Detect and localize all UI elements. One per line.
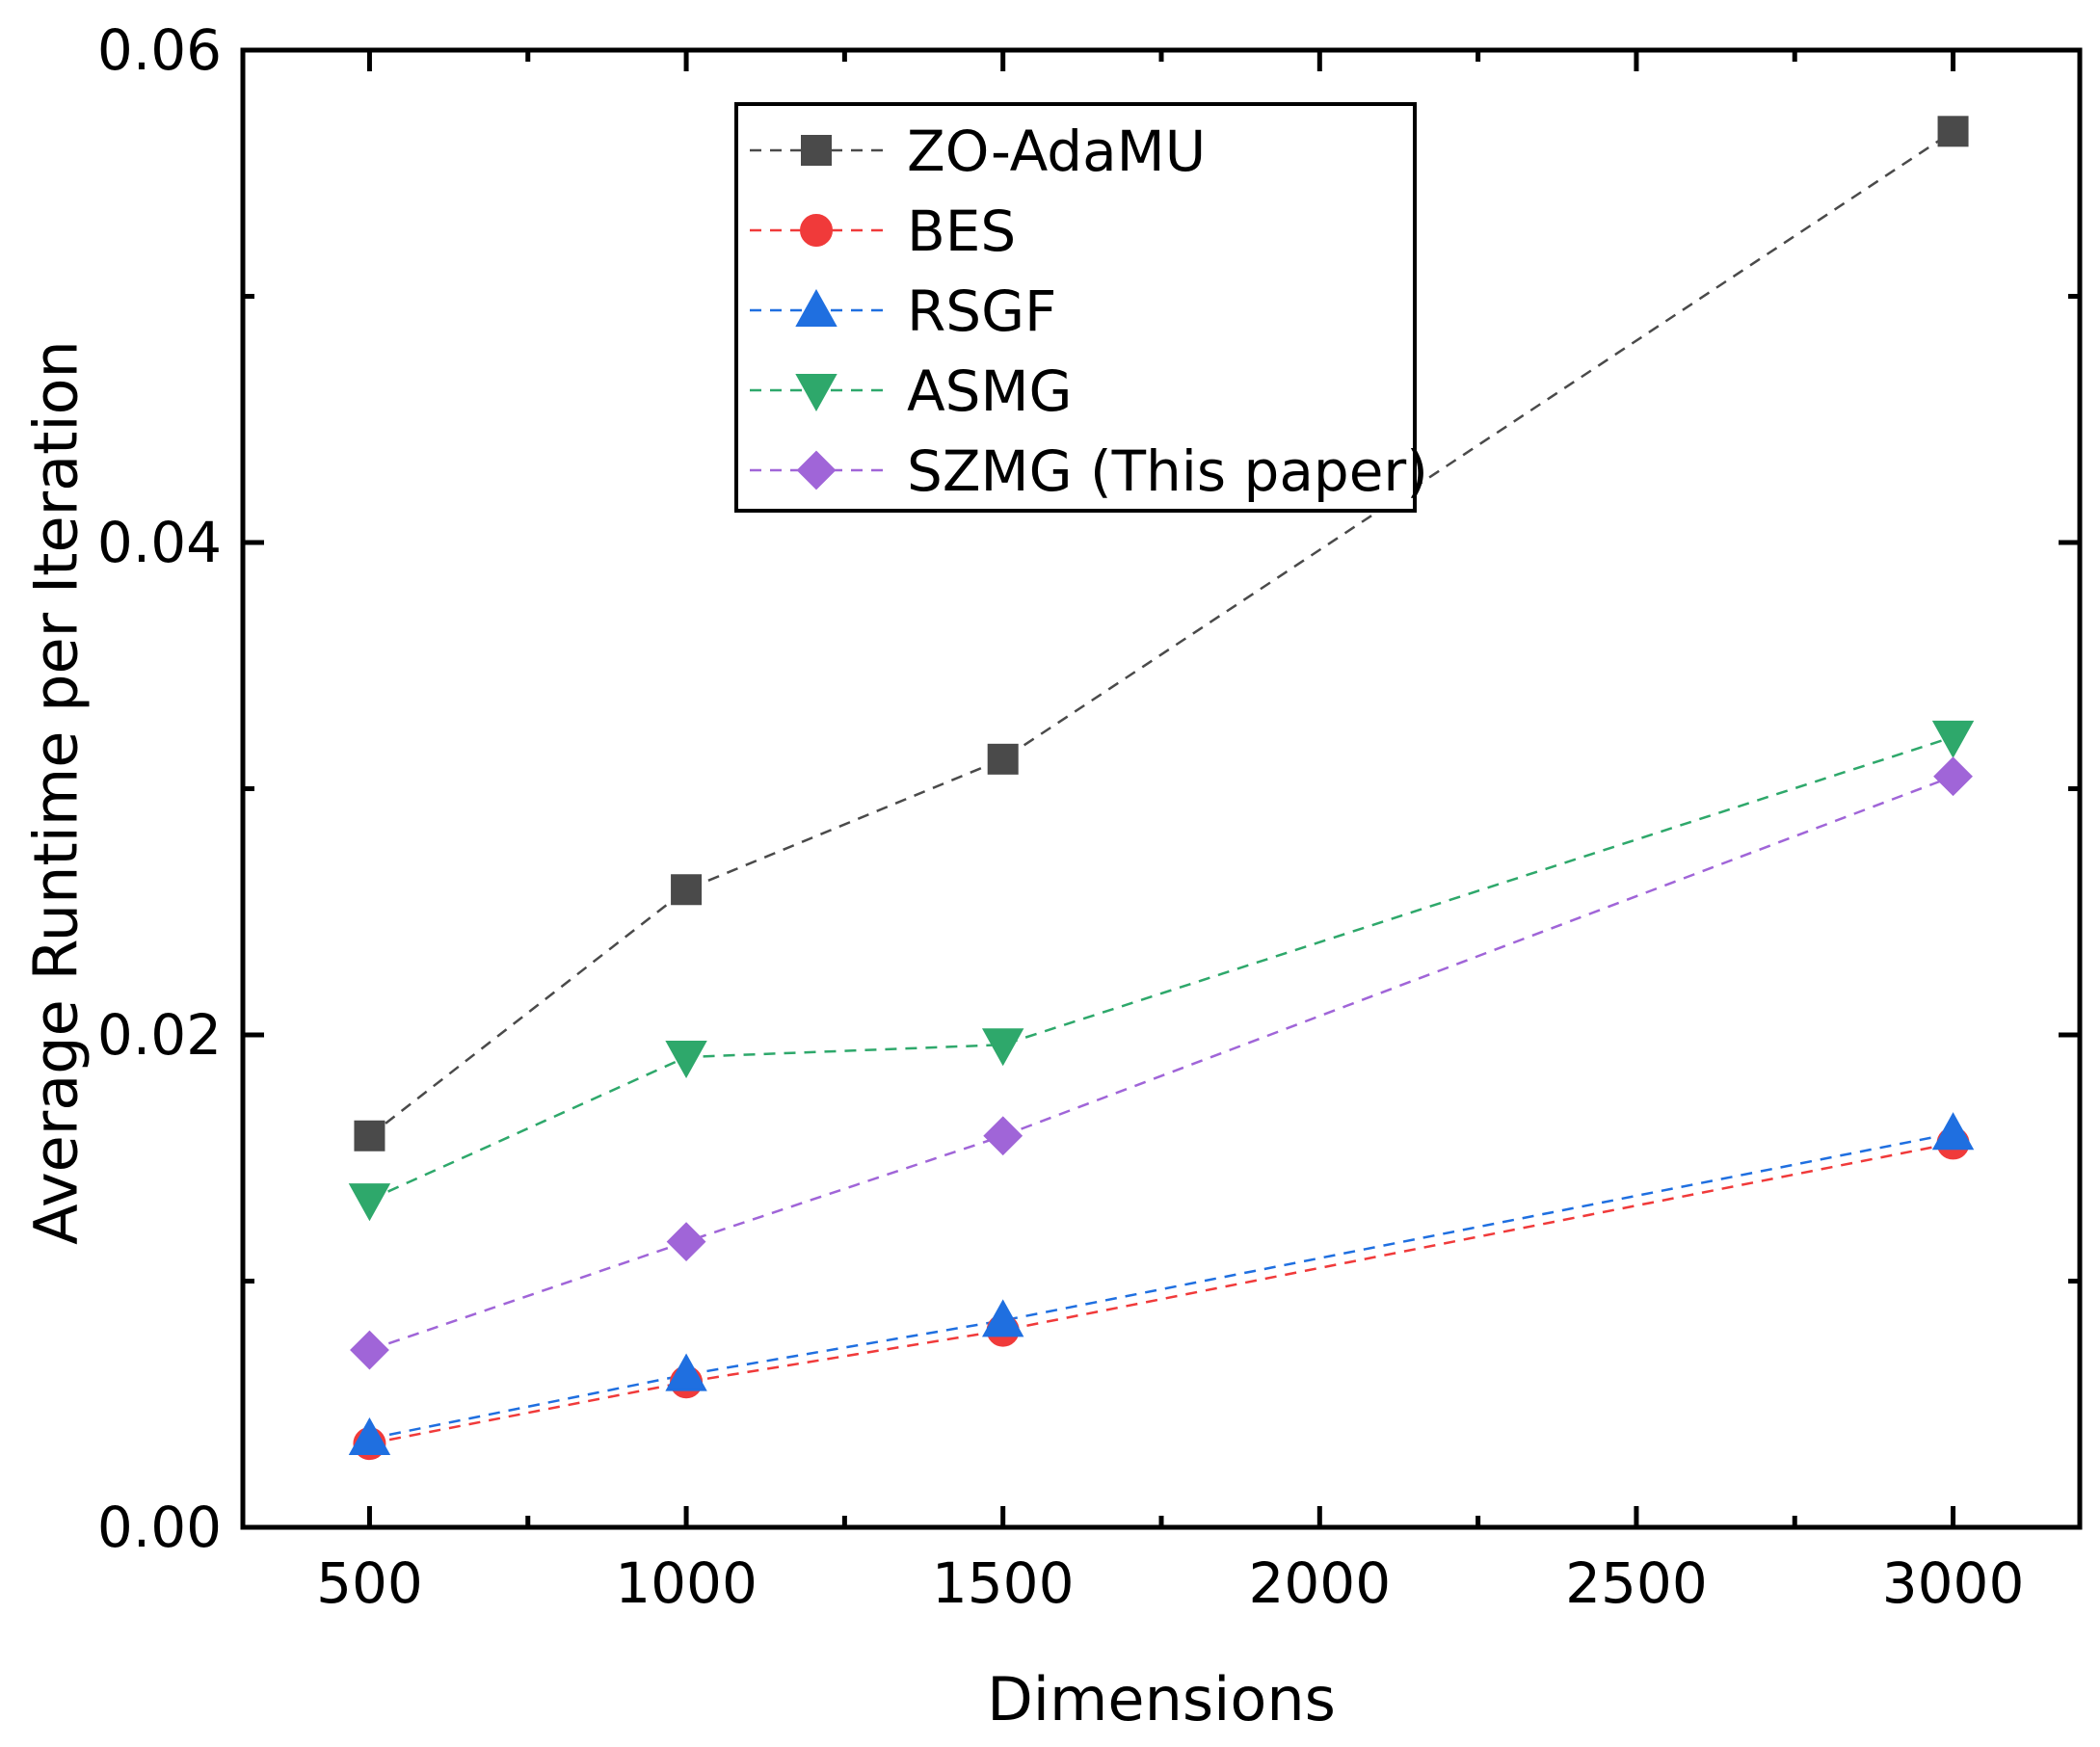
legend-label: BES [907, 199, 1016, 264]
data-point [666, 1222, 706, 1262]
data-point [1931, 720, 1975, 758]
legend-item: RSGF [750, 278, 1056, 344]
data-point [671, 874, 703, 906]
series-markers [348, 1112, 1975, 1456]
data-point [981, 1028, 1024, 1067]
x-tick-label: 500 [316, 1550, 423, 1616]
series-szmg-this-paper [369, 775, 1954, 1352]
series-line [369, 1142, 1954, 1445]
legend-marker [795, 374, 837, 412]
y-tick-label: 0.04 [97, 510, 222, 575]
legend-item: ASMG [750, 358, 1072, 424]
series-bes [369, 1142, 1954, 1445]
x-tick-label: 1500 [932, 1550, 1075, 1616]
series-markers [354, 116, 1969, 1151]
data-point [665, 1040, 707, 1079]
legend-item: ZO-AdaMU [750, 119, 1206, 184]
series-rsgf [369, 1131, 1954, 1441]
legend-marker [795, 288, 837, 327]
legend-marker [801, 135, 832, 166]
data-point [665, 1353, 707, 1391]
series-line [369, 775, 1954, 1352]
y-tick-label: 0.00 [97, 1495, 222, 1560]
y-axis-title: Average Runtime per Iteration [21, 340, 92, 1245]
ticks-layer: 500 1000 1500 2000 2500 3000 0.00 0.02 0.04 0.06 [97, 17, 2080, 1616]
series-asmg [368, 735, 1954, 1202]
series-line [369, 1131, 1954, 1441]
series-markers [350, 756, 1973, 1370]
legend-label: RSGF [907, 278, 1056, 344]
data-point [987, 743, 1019, 775]
series-layer [348, 116, 1975, 1461]
legend: ZO-AdaMU BES RSGF ASMG SZMG (This paper) [734, 102, 1428, 513]
series-line [368, 130, 1954, 1137]
data-point [983, 1116, 1023, 1156]
y-tick-label: 0.06 [97, 17, 222, 83]
legend-box [734, 102, 1417, 513]
data-point [350, 1330, 389, 1370]
x-tick-label: 2000 [1249, 1550, 1392, 1616]
x-tick-label: 3000 [1882, 1550, 2025, 1616]
legend-items: ZO-AdaMU BES RSGF ASMG SZMG (This paper) [750, 119, 1428, 504]
x-tick-label: 2500 [1565, 1550, 1708, 1616]
series-line [368, 735, 1954, 1202]
legend-marker [796, 450, 837, 490]
data-point [1937, 116, 1969, 147]
series-zo-adamu [368, 130, 1954, 1137]
legend-item: SZMG (This paper) [750, 438, 1428, 504]
legend-item: BES [750, 199, 1016, 264]
data-point [354, 1120, 385, 1151]
legend-label: ASMG [907, 358, 1072, 424]
data-point [348, 1416, 391, 1456]
series-markers [348, 720, 1975, 1222]
legend-label: ZO-AdaMU [907, 119, 1206, 184]
x-axis-title: Dimensions [987, 1664, 1336, 1734]
legend-label: SZMG (This paper) [907, 438, 1428, 504]
y-tick-label: 0.02 [97, 1002, 222, 1068]
legend-marker [800, 214, 833, 247]
x-tick-label: 1000 [615, 1550, 758, 1616]
data-point [981, 1299, 1024, 1337]
data-point [1931, 1112, 1975, 1151]
data-point [1933, 756, 1973, 797]
data-point [348, 1183, 391, 1222]
